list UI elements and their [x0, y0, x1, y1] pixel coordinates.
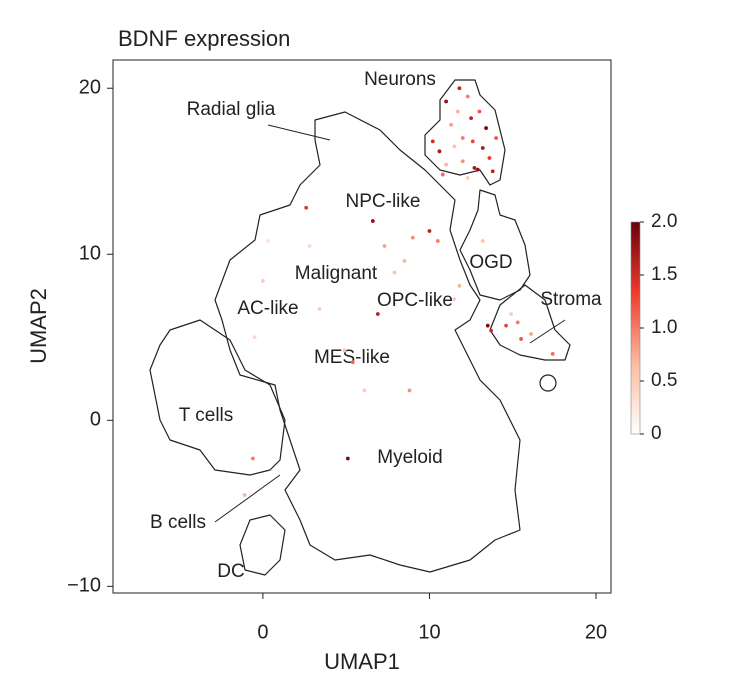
- point: [460, 159, 465, 164]
- x-axis-label: UMAP1: [324, 649, 400, 674]
- point: [402, 259, 407, 263]
- point: [509, 312, 513, 316]
- point: [435, 239, 440, 243]
- x-tick-label: 10: [418, 621, 440, 643]
- cluster-label: Radial glia: [187, 99, 276, 120]
- y-tick-label: −10: [67, 575, 101, 597]
- cluster-label: Malignant: [295, 263, 378, 284]
- point: [457, 86, 462, 91]
- point: [444, 162, 449, 167]
- point: [242, 493, 247, 497]
- x-tick-label: 20: [585, 621, 607, 643]
- cluster-label: T cells: [179, 405, 234, 426]
- colorbar-tick-label: 2.0: [651, 211, 677, 232]
- y-tick-label: 10: [79, 243, 101, 265]
- point: [392, 270, 397, 275]
- point: [307, 244, 312, 248]
- point: [407, 388, 412, 393]
- point: [410, 235, 415, 240]
- point: [465, 94, 470, 99]
- point: [370, 219, 375, 223]
- cluster-label: DC: [217, 561, 244, 582]
- y-tick-label: 0: [90, 409, 101, 431]
- y-axis-label: UMAP2: [26, 288, 51, 364]
- point: [485, 323, 490, 328]
- outline-stroma: [489, 284, 571, 361]
- point: [350, 360, 355, 365]
- point: [342, 348, 347, 353]
- point: [452, 297, 457, 302]
- cluster-outlines: [149, 79, 571, 576]
- cluster-label: MES-like: [314, 347, 390, 368]
- point: [490, 169, 495, 174]
- point: [489, 328, 493, 333]
- point: [550, 351, 555, 356]
- cluster-label: B cells: [150, 512, 206, 533]
- cluster-label: Myeloid: [377, 447, 442, 468]
- point: [460, 136, 465, 140]
- cluster-label: Stroma: [540, 289, 602, 310]
- point: [480, 146, 485, 150]
- colorbar-tick-label: 1.5: [651, 264, 677, 285]
- point: [251, 456, 255, 461]
- point: [375, 312, 380, 316]
- point: [430, 139, 435, 144]
- cluster-label: AC-like: [237, 298, 298, 319]
- outline-neurons: [424, 79, 506, 186]
- outline-t-cells: [149, 319, 286, 476]
- leader-line: [529, 319, 566, 344]
- point: [470, 139, 475, 144]
- point: [469, 116, 473, 121]
- chart-title: BDNF expression: [118, 26, 290, 51]
- leader-line: [267, 124, 331, 141]
- point: [475, 167, 480, 172]
- outline-main: [214, 111, 521, 573]
- cluster-label: NPC-like: [346, 191, 421, 212]
- cluster-label: OGD: [469, 252, 512, 273]
- leader-lines: [214, 124, 566, 523]
- colorbar-tick-label: 0.5: [651, 370, 677, 391]
- point: [449, 122, 454, 127]
- colorbar-tick-label: 0: [651, 423, 662, 444]
- leader-line: [214, 474, 281, 523]
- point: [494, 136, 498, 140]
- cluster-label: Neurons: [364, 69, 436, 90]
- point: [260, 278, 265, 283]
- outline-ogd: [459, 189, 531, 301]
- point: [265, 239, 270, 243]
- point: [457, 283, 462, 288]
- point: [504, 323, 508, 328]
- point: [465, 175, 470, 180]
- point: [444, 99, 449, 104]
- outline-dc: [239, 514, 286, 576]
- x-tick-label: 0: [257, 621, 268, 643]
- plot-frame: [112, 59, 612, 594]
- point: [480, 239, 485, 243]
- point: [440, 172, 445, 177]
- colorbar-tick-label: 1.0: [651, 317, 677, 338]
- point: [452, 144, 457, 149]
- point: [529, 332, 533, 336]
- point: [472, 166, 477, 170]
- point: [455, 109, 460, 114]
- colorbar: [630, 221, 641, 435]
- y-tick-label: 20: [79, 77, 101, 99]
- point: [252, 335, 257, 340]
- point: [515, 320, 520, 325]
- point: [362, 388, 367, 393]
- point: [304, 205, 309, 210]
- point: [427, 229, 432, 233]
- cluster-label: OPC-like: [377, 290, 453, 311]
- point: [519, 337, 523, 341]
- outline-stroma-small: [539, 374, 557, 392]
- point: [484, 126, 488, 130]
- point: [345, 456, 350, 461]
- point: [487, 156, 492, 160]
- point: [437, 149, 442, 154]
- point: [477, 109, 482, 114]
- point: [382, 244, 387, 248]
- point: [317, 307, 322, 311]
